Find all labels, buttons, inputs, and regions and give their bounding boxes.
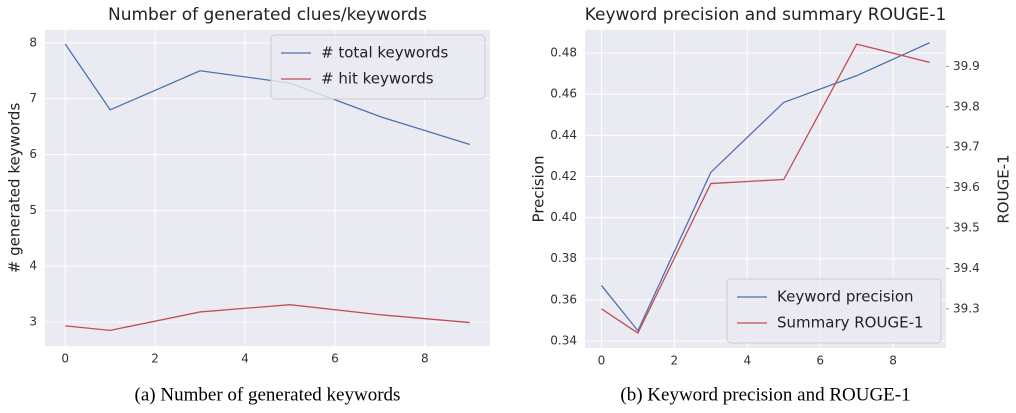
- y-tick-label: 0.48: [550, 46, 577, 60]
- legend-label: Keyword precision: [777, 288, 914, 306]
- y2-tick-label: 39.8: [953, 99, 980, 113]
- y2-tick-label: 39.6: [953, 180, 980, 194]
- series-line: [601, 43, 930, 335]
- y2-tick-label: 39.9: [953, 59, 980, 73]
- y-tick-label: 3: [29, 314, 37, 328]
- y-tick-label: 7: [29, 91, 37, 105]
- y-axis-label: Precision: [530, 156, 548, 223]
- y-axis-label: # generated keywords: [6, 103, 24, 274]
- x-tick-label: 8: [421, 352, 429, 366]
- legend-label: # hit keywords: [321, 70, 434, 88]
- chart-title: Number of generated clues/keywords: [108, 5, 427, 25]
- x-tick-label: 6: [331, 352, 339, 366]
- y2-tick-label: 39.5: [953, 220, 980, 234]
- caption: (b) Keyword precision and ROUGE-1: [620, 384, 910, 405]
- legend-box: [726, 278, 942, 344]
- x-tick-label: 0: [61, 352, 69, 366]
- x-tick-label: 8: [889, 354, 897, 368]
- y-tick-label: 0.34: [550, 334, 577, 348]
- chart-title: Keyword precision and summary ROUGE-1: [585, 5, 947, 25]
- legend-label: # total keywords: [321, 44, 449, 62]
- x-tick-label: 0: [598, 354, 606, 368]
- y-tick-label: 0.36: [550, 292, 577, 306]
- x-tick-label: 4: [743, 354, 751, 368]
- y-tick-label: 0.42: [550, 169, 577, 183]
- y2-axis-label: ROUGE-1: [995, 154, 1013, 223]
- legend-box: [270, 34, 486, 100]
- y2-tick-label: 39.3: [953, 301, 980, 315]
- series-line: [65, 304, 470, 332]
- y-tick-label: 0.38: [550, 251, 577, 265]
- y2-tick-label: 39.7: [953, 140, 980, 154]
- series-line: [600, 42, 930, 332]
- legend-label: Summary ROUGE-1: [777, 314, 924, 332]
- y-tick-label: 0.40: [550, 210, 577, 224]
- y-tick-label: 6: [29, 147, 37, 161]
- caption: (a) Number of generated keywords: [135, 384, 401, 405]
- y2-tick-label: 39.4: [953, 261, 980, 275]
- x-tick-label: 6: [816, 354, 824, 368]
- y-tick-label: 4: [29, 259, 37, 273]
- y-tick-label: 0.44: [550, 128, 577, 142]
- x-tick-label: 4: [241, 352, 249, 366]
- x-tick-label: 2: [151, 352, 159, 366]
- y-tick-label: 5: [29, 203, 37, 217]
- y-tick-label: 0.46: [550, 87, 577, 101]
- y-tick-label: 8: [29, 35, 37, 49]
- series-line: [64, 43, 470, 146]
- x-tick-label: 2: [671, 354, 679, 368]
